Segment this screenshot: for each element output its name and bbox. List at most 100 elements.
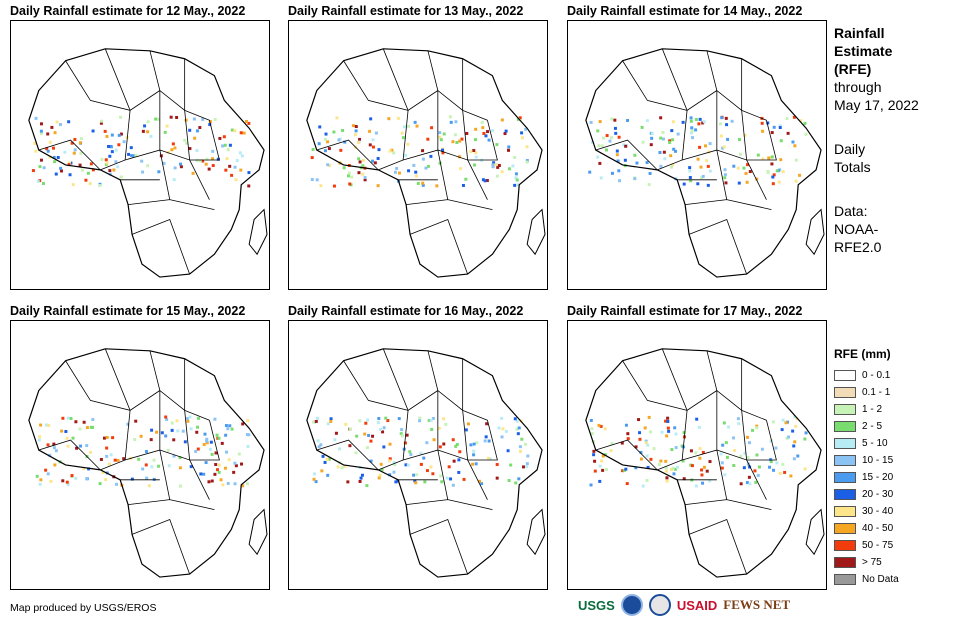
rainfall-cell <box>237 452 241 456</box>
rainfall-cell <box>487 456 491 460</box>
rainfall-cell <box>596 155 600 159</box>
rainfall-cell <box>38 482 42 486</box>
rainfall-cell <box>774 446 778 450</box>
rainfall-cell <box>708 460 712 464</box>
rainfall-cell <box>335 116 339 120</box>
rainfall-cell <box>104 158 108 162</box>
rainfall-cell <box>210 479 214 483</box>
rainfall-cell <box>149 134 153 138</box>
rainfall-cell <box>247 171 251 175</box>
rainfall-cell <box>201 117 205 121</box>
rainfall-cell <box>38 435 42 439</box>
rainfall-cell <box>474 155 478 159</box>
rainfall-cell <box>504 129 508 133</box>
rainfall-cell <box>56 155 60 159</box>
country-border <box>159 149 171 200</box>
rainfall-cell <box>590 432 594 436</box>
rainfall-cell <box>698 456 702 460</box>
rainfall-cell <box>364 421 368 425</box>
rainfall-cell <box>464 428 468 432</box>
rainfall-cell <box>601 136 605 140</box>
rainfall-cell <box>392 151 396 155</box>
rainfall-cell <box>70 141 74 145</box>
rainfall-cell <box>438 445 442 449</box>
rainfall-cell <box>54 449 58 453</box>
rainfall-cell <box>122 140 126 144</box>
rainfall-cell <box>369 439 373 443</box>
rainfall-cell <box>514 172 518 176</box>
panel-title-6: Daily Rainfall estimate for 17 May., 202… <box>567 304 803 318</box>
rainfall-cell <box>195 430 199 434</box>
madagascar-outline <box>805 208 825 256</box>
rainfall-cell <box>662 150 666 154</box>
africa-map-3 <box>585 48 825 278</box>
rainfall-cell <box>753 469 757 473</box>
rainfall-cell <box>79 137 83 141</box>
rainfall-cell <box>357 171 361 175</box>
rainfall-cell <box>384 416 388 420</box>
rainfall-cell <box>597 423 601 427</box>
rainfall-cell <box>414 174 418 178</box>
rainfall-cell <box>207 167 211 171</box>
rainfall-cell <box>646 465 650 469</box>
rainfall-cell <box>157 117 161 121</box>
rainfall-cell <box>89 162 93 166</box>
rainfall-cell <box>672 147 676 151</box>
rainfall-cell <box>665 476 669 480</box>
rainfall-cell <box>799 119 803 123</box>
rainfall-cell <box>347 174 351 178</box>
rainfall-cell <box>48 155 52 159</box>
rainfall-cell <box>412 473 416 477</box>
rainfall-cell <box>626 118 630 122</box>
rainfall-cell <box>127 152 131 156</box>
rainfall-cell <box>618 179 621 183</box>
rainfall-cell <box>100 119 104 123</box>
rainfall-cell <box>134 153 138 157</box>
rainfall-cell <box>85 477 89 481</box>
rainfall-cell <box>387 117 391 121</box>
rainfall-cell <box>344 422 348 426</box>
rainfall-cell <box>65 436 69 440</box>
rainfall-cell <box>204 162 208 166</box>
rainfall-cell <box>754 480 758 484</box>
logo-strip: USGS USAID FEWS NET <box>578 594 790 616</box>
rainfall-cell <box>761 157 765 161</box>
rainfall-cell <box>511 164 515 168</box>
rainfall-cell <box>197 416 201 420</box>
rainfall-cell <box>122 457 126 461</box>
rainfall-cell <box>233 165 237 169</box>
rainfall-cell <box>139 434 143 438</box>
rainfall-cell <box>179 165 183 169</box>
rainfall-cell <box>521 136 524 140</box>
rainfall-cell <box>770 162 774 166</box>
rainfall-cell <box>52 446 56 450</box>
rainfall-cell <box>781 418 785 422</box>
rainfall-cell <box>698 117 702 121</box>
rainfall-cell <box>354 451 358 455</box>
rainfall-cell <box>472 149 476 153</box>
country-border <box>746 420 777 461</box>
panel-title-1: Daily Rainfall estimate for 12 May., 202… <box>10 4 246 18</box>
rainfall-cell <box>199 472 203 476</box>
rainfall-cell <box>464 177 468 181</box>
rainfall-cell <box>793 415 797 419</box>
rainfall-cell <box>167 464 171 468</box>
rainfall-cell <box>211 149 215 153</box>
panel-title-4: Daily Rainfall estimate for 15 May., 202… <box>10 304 246 318</box>
rainfall-cell <box>66 483 70 487</box>
rainfall-cell <box>319 184 323 188</box>
country-border <box>159 110 191 161</box>
africa-map-2 <box>306 48 546 278</box>
rainfall-cell <box>46 149 50 153</box>
rainfall-cell <box>363 178 367 182</box>
rainfall-cell <box>769 460 773 464</box>
rainfall-cell <box>700 473 704 477</box>
rainfall-cell <box>701 121 705 125</box>
rainfall-cell <box>205 441 209 445</box>
rainfall-cell <box>691 136 695 140</box>
continent-outline <box>28 348 265 578</box>
rainfall-cell <box>397 417 401 421</box>
rainfall-cell <box>745 481 749 485</box>
rainfall-cell <box>743 451 747 455</box>
legend-label: 30 - 40 <box>862 506 894 517</box>
